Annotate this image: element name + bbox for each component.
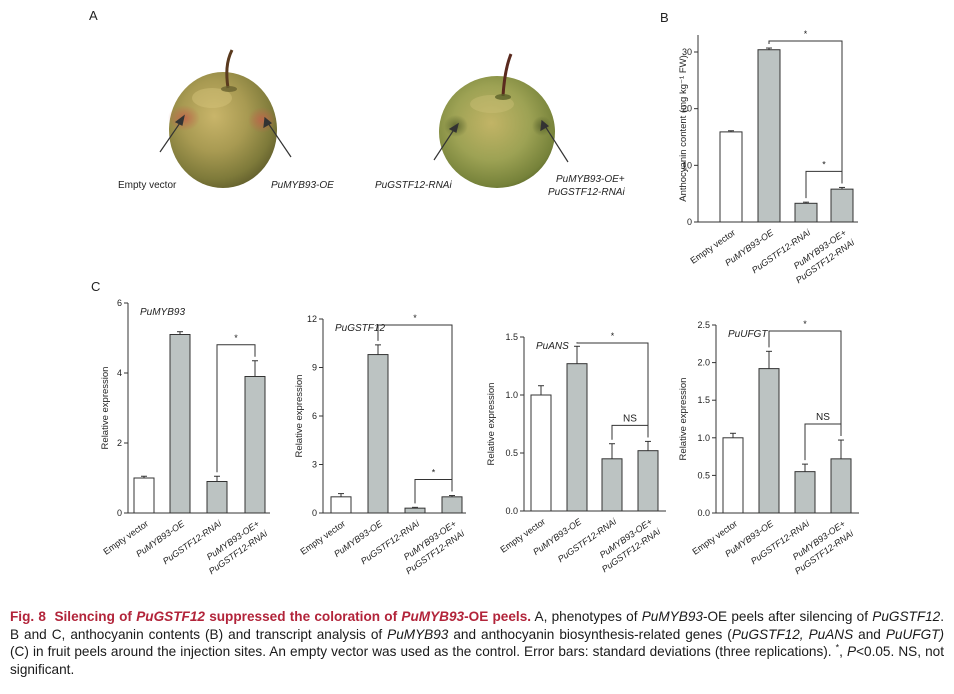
chart-title: PuANS [536, 341, 569, 352]
y-axis-label: Relative expression [486, 383, 497, 466]
y-tick-label: 12 [307, 314, 317, 324]
bar [601, 458, 623, 512]
y-axis-label: Relative expression [294, 375, 305, 458]
y-tick-label: 2.5 [697, 320, 710, 330]
y-tick-label: 3 [312, 460, 317, 470]
significance-label: * [803, 319, 807, 329]
y-tick-label: 30 [682, 47, 692, 57]
photo-label-combo-line1: PuMYB93-OE+ [556, 174, 625, 185]
panel-label-c: C [91, 279, 100, 294]
y-tick-label: 0.5 [505, 448, 518, 458]
significance-label: * [432, 468, 436, 478]
bar [530, 394, 552, 512]
bar [757, 49, 781, 223]
significance-bracket [804, 423, 842, 461]
bar [244, 376, 266, 514]
significance-label: * [822, 159, 826, 169]
significance-bracket [576, 342, 649, 438]
injection-arrows [159, 114, 569, 163]
significance-bracket [611, 424, 649, 440]
bar [830, 188, 854, 223]
y-tick-label: 2.0 [697, 358, 710, 368]
y-tick-label: 4 [117, 368, 122, 378]
significance-bracket [414, 479, 453, 504]
bar [637, 450, 659, 512]
x-tick-label: PuGSTF12-RNAi [556, 516, 619, 564]
chart-title: PuGSTF12 [335, 323, 385, 334]
significance-bracket [768, 40, 843, 184]
significance-label: * [234, 333, 238, 343]
y-axis-label: Relative expression [678, 378, 689, 461]
significance-label: * [611, 331, 615, 341]
significance-label: * [413, 313, 417, 323]
y-tick-label: 0.5 [697, 470, 710, 480]
chart-title: PuMYB93 [140, 307, 185, 318]
bar [794, 471, 816, 514]
y-tick-label: 6 [312, 411, 317, 421]
chart-puufgt-expression: 0.0 0.5 1.0 1.5 2.0 2.5 Relative expression PuU… [678, 319, 859, 576]
significance-bracket [805, 170, 843, 199]
bar [367, 354, 389, 514]
bar [566, 363, 588, 512]
bar [441, 496, 463, 514]
y-tick-label: 0.0 [505, 506, 518, 516]
bar [404, 507, 426, 514]
y-tick-label: 20 [682, 104, 692, 114]
bar [794, 202, 818, 223]
bar [206, 481, 228, 514]
caption-body: A, phenotypes of PuMYB93-OE peels after … [10, 609, 945, 677]
bar [719, 131, 743, 223]
panel-label-a: A [89, 8, 98, 23]
significance-bracket [216, 344, 256, 473]
y-tick-label: 1.5 [697, 395, 710, 405]
y-tick-label: 1.0 [697, 433, 710, 443]
figure-caption: Fig. 8 Silencing of PuGSTF12 suppressed … [10, 608, 944, 678]
apple-photo-empty-vector-oe [168, 49, 277, 188]
y-axis-label: Anthocyanin content (mg kg⁻¹ FW) [678, 55, 689, 202]
bar [758, 368, 780, 514]
significance-bracket [768, 330, 842, 437]
bar [133, 477, 155, 514]
y-tick-label: 9 [312, 363, 317, 373]
photo-label-rnai: PuGSTF12-RNAi [375, 180, 452, 191]
y-tick-label: 0 [687, 217, 692, 227]
bar [330, 496, 352, 514]
significance-label: * [804, 29, 808, 39]
significance-bracket [377, 324, 453, 492]
apple-photo-rnai [439, 53, 555, 188]
chart-title: PuUFGT [728, 329, 768, 340]
photo-label-oe: PuMYB93-OE [271, 180, 334, 191]
bar [722, 437, 744, 514]
photo-label-empty-vector: Empty vector [118, 180, 177, 191]
y-tick-label: 1.5 [505, 332, 518, 342]
y-tick-label: 2 [117, 438, 122, 448]
y-tick-label: 0.0 [697, 508, 710, 518]
y-tick-label: 1.0 [505, 390, 518, 400]
bar [830, 458, 852, 514]
significance-label: NS [816, 412, 830, 423]
photo-label-combo-line2: PuGSTF12-RNAi [548, 187, 625, 198]
y-tick-label: 10 [682, 160, 692, 170]
caption-title: Silencing of PuGSTF12 suppressed the col… [54, 609, 532, 624]
bar [169, 334, 191, 514]
y-axis-label: Relative expression [100, 367, 111, 450]
y-tick-label: 6 [117, 298, 122, 308]
y-tick-label: 0 [117, 508, 122, 518]
caption-fig-number: Fig. 8 [10, 609, 46, 624]
y-tick-label: 0 [312, 508, 317, 518]
significance-label: NS [623, 413, 637, 424]
panel-label-b: B [660, 10, 669, 25]
